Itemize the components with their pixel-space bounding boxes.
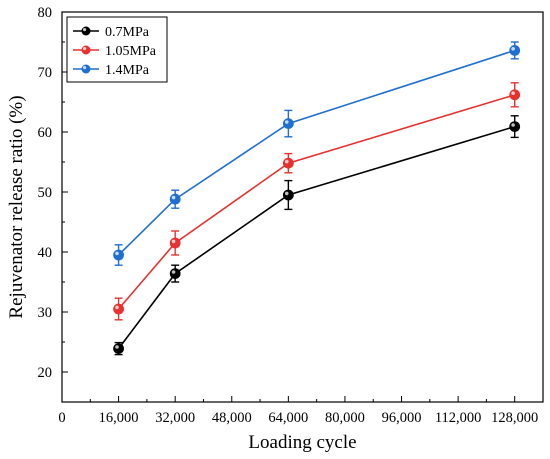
data-point-highlight xyxy=(284,120,289,124)
series-layer xyxy=(113,41,521,356)
series-line xyxy=(117,94,515,310)
y-tick-label: 40 xyxy=(38,245,53,261)
legend-item: 1.4MPa xyxy=(73,63,150,78)
data-point xyxy=(282,157,294,169)
y-tick-label: 50 xyxy=(38,185,53,201)
data-point xyxy=(282,118,294,129)
y-tick-label: 20 xyxy=(38,365,53,381)
series-0.7MPa xyxy=(113,115,521,356)
data-point xyxy=(113,249,124,261)
data-point xyxy=(509,121,521,132)
legend-marker xyxy=(81,26,91,36)
plot-frame xyxy=(61,11,544,403)
x-tick-label: 64,000 xyxy=(268,410,308,426)
x-tick-label: 96,000 xyxy=(382,410,422,426)
data-point xyxy=(169,237,181,249)
data-point xyxy=(282,189,294,201)
legend-marker xyxy=(81,45,91,55)
y-tick-label: 70 xyxy=(38,65,53,81)
series-1.05MPa xyxy=(113,82,521,321)
data-point-highlight xyxy=(171,270,176,274)
data-point-highlight xyxy=(511,47,515,51)
x-tick-label: 32,000 xyxy=(155,410,195,426)
data-point-highlight xyxy=(115,251,119,256)
axes: 0 16,000 32,000 48,000 64,000 80,000 96,000 112… xyxy=(38,5,544,426)
x-tick-label: 0 xyxy=(58,410,65,426)
data-point-highlight xyxy=(171,195,176,200)
x-tick-label: 112,000 xyxy=(435,410,482,426)
legend: 0.7MPa 1.05MPa 1.4MPa xyxy=(66,16,168,83)
legend-marker-highlight xyxy=(83,66,87,70)
data-point xyxy=(113,303,124,315)
y-tick-label: 60 xyxy=(38,125,53,141)
x-tick-label: 128,000 xyxy=(491,410,538,426)
legend-marker xyxy=(81,64,91,74)
legend-item: 1.05MPa xyxy=(73,44,157,59)
x-tick-label: 48,000 xyxy=(212,410,252,426)
data-point-highlight xyxy=(115,305,119,310)
series-1.4MPa xyxy=(113,41,521,266)
data-point-highlight xyxy=(284,191,289,196)
data-point xyxy=(169,268,181,280)
legend-label: 1.05MPa xyxy=(105,44,157,59)
data-point xyxy=(169,193,181,205)
data-point xyxy=(509,89,521,101)
y-axis-title: Rejuvenator release ratio (%) xyxy=(6,95,27,318)
y-tick-label: 30 xyxy=(38,305,53,321)
y-tick-label: 80 xyxy=(38,5,53,21)
series-line xyxy=(117,125,515,350)
data-point xyxy=(113,343,124,355)
data-point-highlight xyxy=(171,239,176,244)
data-point xyxy=(509,45,521,56)
x-tick-label: 80,000 xyxy=(325,410,365,426)
legend-marker-highlight xyxy=(83,47,87,51)
data-point-highlight xyxy=(511,91,515,95)
data-point-highlight xyxy=(115,345,119,349)
series-line xyxy=(118,49,515,256)
legend-item: 0.7MPa xyxy=(73,25,150,40)
x-axis-title: Loading cycle xyxy=(248,432,356,453)
x-tick-label: 16,000 xyxy=(99,410,139,426)
legend-label: 0.7MPa xyxy=(105,25,150,40)
legend-label: 1.4MPa xyxy=(105,63,150,78)
legend-marker-highlight xyxy=(83,28,87,32)
data-point-highlight xyxy=(511,123,515,127)
data-point-highlight xyxy=(284,159,289,164)
